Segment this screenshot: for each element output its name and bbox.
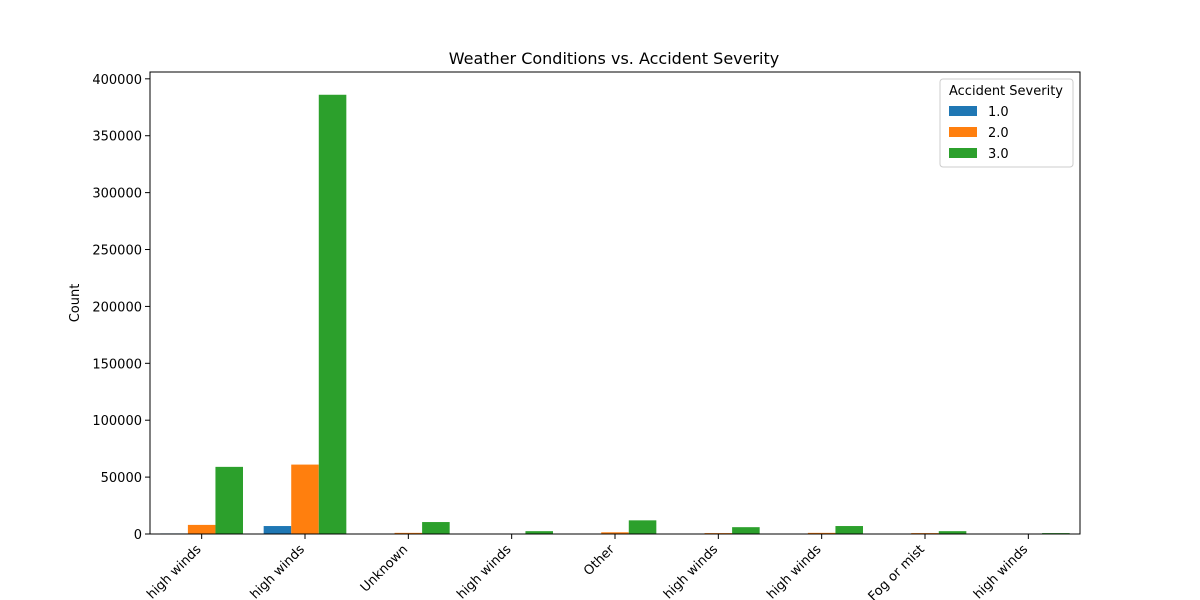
x-tick-label: Other bbox=[581, 542, 618, 579]
y-axis-label: Count bbox=[68, 284, 83, 323]
y-axis-ticks: 0 50000 100000 150000 200000 250000 300000 3500… bbox=[92, 73, 150, 543]
legend-swatch bbox=[949, 127, 977, 137]
legend-swatch bbox=[949, 106, 977, 116]
y-tick-label: 250000 bbox=[92, 244, 142, 259]
y-tick-label: 400000 bbox=[92, 73, 142, 88]
y-tick-label: 300000 bbox=[92, 187, 142, 202]
x-tick-label: high winds bbox=[454, 542, 514, 600]
y-tick-label: 350000 bbox=[92, 130, 142, 145]
bar bbox=[422, 522, 450, 534]
plot-frame bbox=[149, 71, 1081, 535]
y-tick-label: 50000 bbox=[101, 471, 142, 486]
y-tick-label: 100000 bbox=[92, 414, 142, 429]
legend-label: 1.0 bbox=[988, 105, 1009, 120]
y-tick-label: 0 bbox=[134, 528, 142, 543]
legend-label: 3.0 bbox=[988, 147, 1009, 162]
bar bbox=[394, 532, 423, 534]
bar bbox=[601, 532, 629, 534]
legend-label: 2.0 bbox=[988, 126, 1009, 141]
legend-title: Accident Severity bbox=[949, 84, 1063, 99]
bar bbox=[807, 532, 836, 534]
x-tick-label: high winds bbox=[764, 542, 824, 600]
x-tick-label: Fog or mist bbox=[866, 542, 928, 600]
legend: Accident Severity 1.0 2.0 3.0 bbox=[939, 78, 1074, 168]
y-tick-label: 150000 bbox=[92, 357, 142, 372]
bar bbox=[628, 520, 657, 534]
legend-frame bbox=[939, 78, 1074, 168]
y-tick-label: 200000 bbox=[92, 300, 142, 315]
chart-title: Weather Conditions vs. Accident Severity bbox=[449, 49, 779, 68]
x-tick-label: high winds bbox=[248, 542, 308, 600]
x-tick-label: Unknown bbox=[358, 542, 411, 595]
x-axis-ticks: high winds high winds Unknown high winds Oth… bbox=[144, 534, 1031, 600]
bar bbox=[835, 526, 863, 534]
bars bbox=[160, 94, 1070, 535]
bar bbox=[215, 466, 243, 534]
bar bbox=[938, 531, 967, 534]
legend-swatch bbox=[949, 148, 977, 158]
bar bbox=[525, 531, 553, 534]
bar bbox=[318, 94, 347, 535]
bar bbox=[187, 524, 216, 534]
bar bbox=[291, 464, 319, 534]
x-tick-label: high winds bbox=[971, 542, 1031, 600]
x-tick-label: high winds bbox=[661, 542, 721, 600]
bar bbox=[263, 526, 292, 534]
bar bbox=[732, 527, 760, 534]
x-tick-label: high winds bbox=[144, 542, 204, 600]
